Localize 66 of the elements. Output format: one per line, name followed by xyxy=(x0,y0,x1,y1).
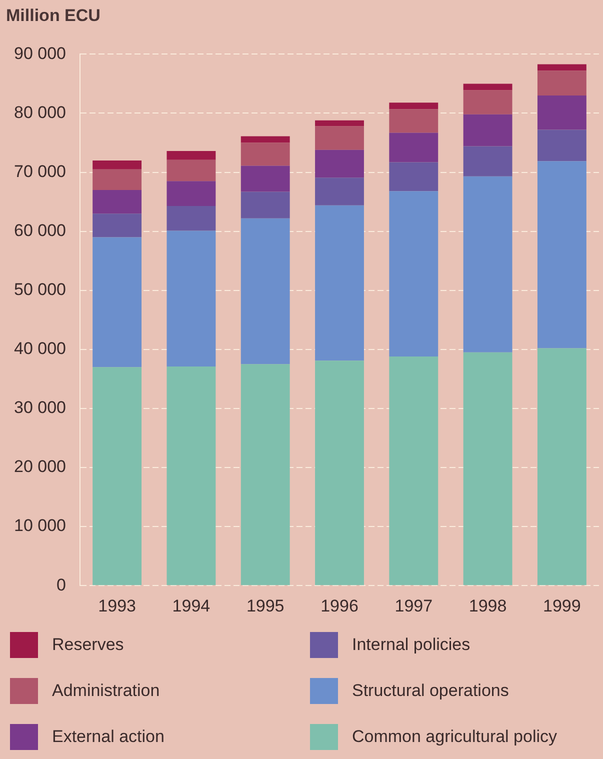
bar xyxy=(166,151,216,160)
bar xyxy=(166,230,216,367)
bar xyxy=(463,114,512,146)
bar xyxy=(537,64,586,71)
bar xyxy=(389,191,438,357)
bar xyxy=(315,205,364,361)
bar xyxy=(537,70,586,96)
bar xyxy=(166,206,216,231)
y-tick-label: 30 000 xyxy=(14,398,66,418)
bar xyxy=(389,356,438,586)
y-tick-label: 80 000 xyxy=(14,102,66,122)
bar xyxy=(463,352,512,586)
y-tick-label: 10 000 xyxy=(14,516,66,536)
bar xyxy=(166,160,216,182)
bar xyxy=(92,190,142,214)
bar xyxy=(240,142,290,166)
bar xyxy=(240,136,290,143)
x-tick-label: 1993 xyxy=(98,596,136,616)
y-tick-label: 0 xyxy=(56,575,66,594)
bar xyxy=(315,178,364,206)
bar xyxy=(240,192,290,218)
bar xyxy=(537,348,586,586)
legend-label: External action xyxy=(52,727,164,747)
x-tick-label: 1997 xyxy=(394,596,433,616)
y-tick-label: 70 000 xyxy=(14,162,66,181)
x-tick-label: 1999 xyxy=(543,596,581,616)
legend-label: Reserves xyxy=(52,635,124,655)
bar xyxy=(537,161,586,348)
bar xyxy=(537,130,586,162)
x-tick-label: 1995 xyxy=(246,596,284,616)
bar xyxy=(166,366,216,586)
y-axis-title: Million ECU xyxy=(6,6,100,26)
bar xyxy=(315,360,364,586)
bar xyxy=(389,109,438,133)
legend-label: Administration xyxy=(52,681,160,701)
bar xyxy=(92,160,142,170)
bar xyxy=(92,169,142,190)
y-tick-label: 90 000 xyxy=(14,44,66,63)
legend-label: Internal policies xyxy=(352,635,470,655)
x-tick-label: 1994 xyxy=(172,596,210,616)
y-tick-label: 20 000 xyxy=(14,457,66,476)
bar xyxy=(240,364,290,586)
bar xyxy=(315,126,364,150)
x-tick-label: 1998 xyxy=(468,596,507,616)
bar xyxy=(92,367,142,586)
x-tick-label: 1996 xyxy=(320,596,358,616)
bar xyxy=(463,146,512,176)
bar xyxy=(240,218,290,364)
bar xyxy=(315,150,364,178)
bar xyxy=(315,120,364,126)
y-tick-label: 60 000 xyxy=(14,221,66,240)
bar xyxy=(463,84,512,90)
bar xyxy=(463,176,512,352)
bar xyxy=(240,166,290,192)
bar xyxy=(389,132,438,162)
legend-label: Common agricultural policy xyxy=(352,727,558,747)
bar xyxy=(166,181,216,206)
bar xyxy=(463,90,512,114)
bar xyxy=(537,96,586,130)
bar xyxy=(389,102,438,110)
y-tick-label: 50 000 xyxy=(14,280,66,300)
legend-label: Structural operations xyxy=(352,681,509,701)
bar xyxy=(92,214,142,238)
bar xyxy=(389,162,438,192)
bar xyxy=(92,237,142,368)
y-tick-label: 40 000 xyxy=(14,339,66,358)
